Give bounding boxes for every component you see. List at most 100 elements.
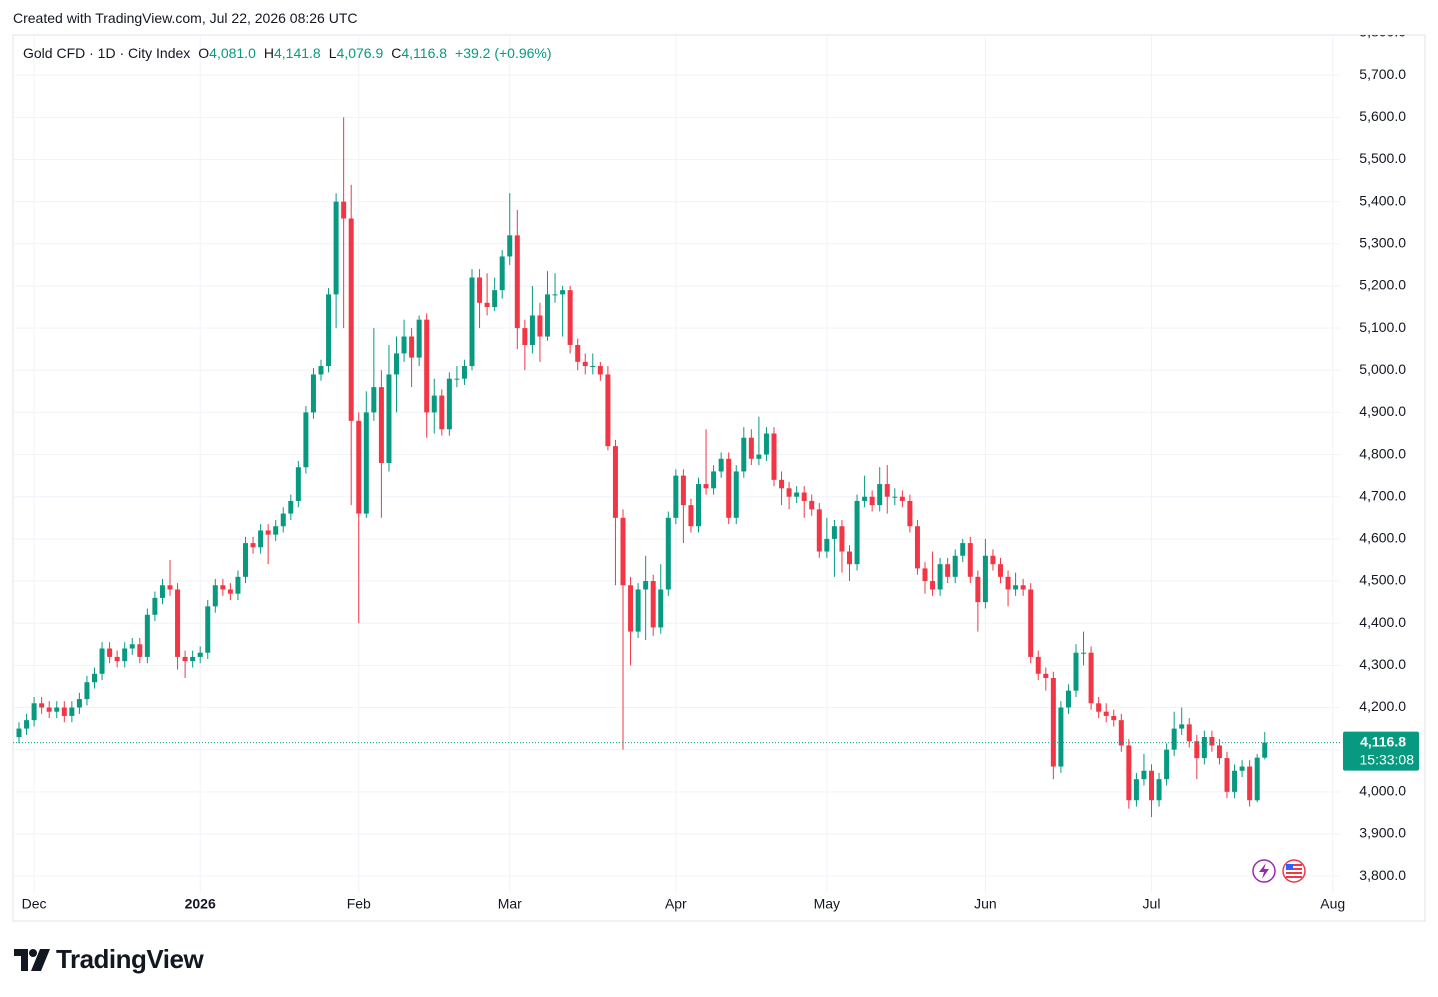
candle-body xyxy=(1020,585,1026,590)
candle-body xyxy=(484,302,490,308)
candle-body xyxy=(1050,678,1056,767)
candle-body xyxy=(960,543,966,556)
candle-body xyxy=(182,656,188,662)
candle-body xyxy=(990,555,996,565)
candle-body xyxy=(303,412,309,468)
candle-body xyxy=(847,551,852,565)
candle-body xyxy=(243,543,248,577)
x-tick-label: Feb xyxy=(347,896,371,912)
candle-body xyxy=(628,585,634,632)
candle-body xyxy=(1013,585,1019,590)
candle-body xyxy=(190,656,196,662)
candle-body xyxy=(650,581,656,628)
y-tick-label: 4,800.0 xyxy=(1359,445,1406,461)
y-tick-label: 5,700.0 xyxy=(1359,66,1406,82)
candle-body xyxy=(424,319,430,413)
candle-body xyxy=(288,500,294,514)
candle-body xyxy=(567,290,573,345)
candle-body xyxy=(273,526,279,535)
candle-body xyxy=(763,433,769,455)
candle-body xyxy=(39,703,45,708)
candle-body xyxy=(507,235,513,257)
candle-body xyxy=(235,576,241,594)
last-price-box xyxy=(1343,731,1419,771)
candle-body xyxy=(31,703,37,721)
candles xyxy=(16,117,1268,818)
candle-body xyxy=(1224,758,1230,792)
x-tick-label: Dec xyxy=(22,896,47,912)
candle-body xyxy=(492,290,498,308)
chart: 3,800.03,900.04,000.04,100.04,200.04,300… xyxy=(12,34,1426,922)
candle-body xyxy=(680,475,686,506)
candle-body xyxy=(643,581,649,590)
candle-body xyxy=(477,277,483,303)
candle-body xyxy=(265,530,271,535)
candle-body xyxy=(54,707,60,712)
x-tick-label: Apr xyxy=(665,896,687,912)
candle-body xyxy=(1133,779,1139,801)
candle-body xyxy=(786,488,792,497)
candle-body xyxy=(1058,707,1064,767)
candle-body xyxy=(748,437,754,459)
candle-body xyxy=(741,437,747,472)
logo-icon xyxy=(14,948,50,971)
ohlc-key: C xyxy=(391,45,402,61)
candle-body xyxy=(1254,757,1260,801)
candle-body xyxy=(771,433,777,480)
candle-body xyxy=(1103,711,1109,716)
candle-body xyxy=(144,614,150,657)
candle-body xyxy=(1043,673,1049,678)
candle-body xyxy=(1149,770,1154,801)
candle-body xyxy=(250,543,256,548)
candle-body xyxy=(356,420,362,514)
candle-body xyxy=(862,496,868,501)
candle-body xyxy=(1262,742,1268,758)
candle-body xyxy=(884,484,890,497)
candle-body xyxy=(258,530,264,548)
countdown: 15:33:08 xyxy=(1360,751,1415,767)
y-tick-label: 5,300.0 xyxy=(1359,234,1406,250)
candle-body xyxy=(673,475,679,518)
candle-body xyxy=(1239,766,1245,771)
candle-body xyxy=(733,471,739,518)
candle-body xyxy=(816,509,822,552)
candle-body xyxy=(295,467,301,501)
candle-body xyxy=(998,564,1003,577)
y-tick-label: 5,200.0 xyxy=(1359,277,1406,293)
change: +39.2 (+0.96%) xyxy=(455,45,552,61)
y-tick-label: 5,500.0 xyxy=(1359,150,1406,166)
candle-body xyxy=(899,496,905,501)
x-tick-label: Jul xyxy=(1143,896,1161,912)
candle-body xyxy=(1126,745,1132,801)
candle-body xyxy=(205,606,211,653)
candle-body xyxy=(1209,737,1215,746)
candle-body xyxy=(688,505,694,527)
candle-body xyxy=(1028,589,1034,657)
candle-body xyxy=(114,656,120,662)
candle-body xyxy=(1232,770,1238,792)
candle-body xyxy=(967,543,973,577)
candle-body xyxy=(522,328,528,345)
footer: TradingView xyxy=(14,944,204,975)
chart-frame xyxy=(12,34,1426,922)
candle-body xyxy=(333,201,339,295)
candle-body xyxy=(794,492,800,497)
ohlc-key: L xyxy=(328,45,337,61)
event-icons xyxy=(1252,859,1306,883)
candle-body xyxy=(61,707,67,716)
candle-body xyxy=(1186,724,1192,742)
y-tick-label: 4,200.0 xyxy=(1359,698,1406,714)
candle-body xyxy=(1088,652,1094,704)
candle-body xyxy=(854,500,860,565)
candle-body xyxy=(982,555,988,603)
candle-body xyxy=(159,585,165,598)
candle-body xyxy=(605,374,611,447)
candle-body xyxy=(1081,652,1087,654)
candle-body xyxy=(461,366,467,379)
candle-body xyxy=(1216,745,1222,759)
candle-body xyxy=(552,294,558,296)
candle-body xyxy=(107,648,113,657)
candle-body xyxy=(1179,724,1185,729)
candle-body xyxy=(824,538,830,552)
y-tick-label: 4,300.0 xyxy=(1359,656,1406,672)
